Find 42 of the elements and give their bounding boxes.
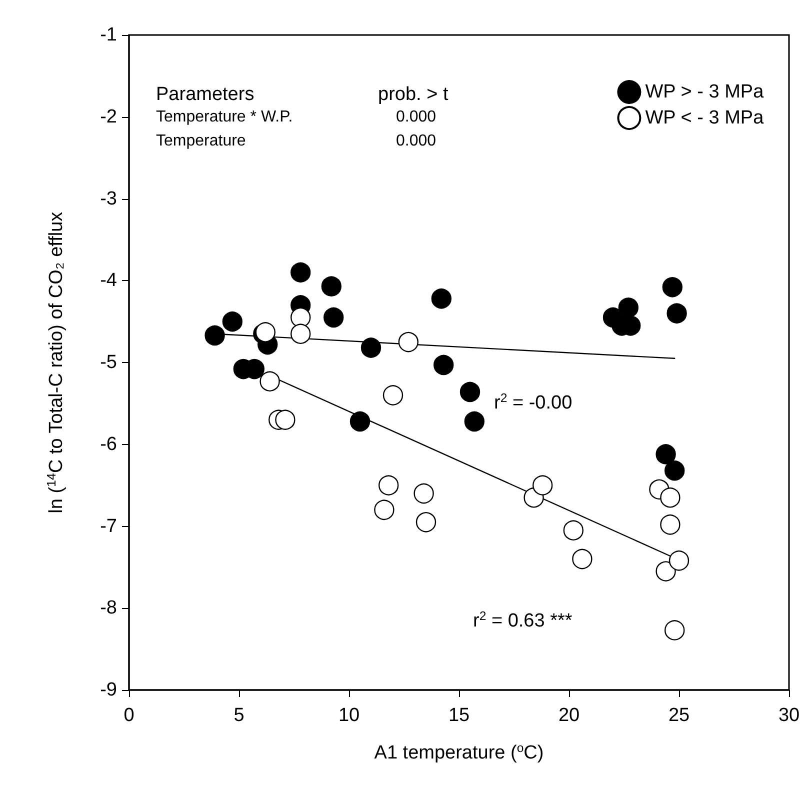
- x-tick-label: 0: [124, 705, 134, 726]
- x-tick-label: 10: [338, 705, 360, 726]
- point: [662, 277, 682, 298]
- point: [350, 411, 370, 432]
- point: [618, 298, 638, 318]
- point: [204, 325, 225, 346]
- y-tick-label: -4: [100, 270, 118, 292]
- x-tick-label: 15: [448, 705, 470, 726]
- x-tick-label: 30: [778, 705, 800, 726]
- x-tick-label: 20: [558, 705, 580, 726]
- y-tick-label: -2: [100, 106, 117, 128]
- point: [434, 354, 454, 376]
- point: [321, 276, 342, 296]
- point: [460, 382, 480, 402]
- point: [656, 444, 676, 464]
- y-axis-title: ln (14C to Total-C ratio) of CO₂ efflux: [44, 211, 67, 514]
- annotation: prob. > t: [378, 84, 449, 105]
- y-tick-label: -3: [100, 188, 117, 210]
- point: [324, 307, 344, 328]
- legend-label: WP < - 3 MPa: [645, 108, 764, 128]
- point: [666, 303, 687, 324]
- point: [431, 288, 452, 309]
- y-tick-label: -5: [100, 352, 117, 373]
- x-tick-label: 25: [668, 705, 690, 726]
- y-tick-label: -9: [100, 680, 117, 700]
- annotation: Temperature * W.P.: [156, 108, 293, 126]
- point: [222, 311, 242, 332]
- y-tick-label: -8: [100, 598, 117, 619]
- point: [275, 410, 296, 430]
- x-tick-label: 5: [234, 705, 244, 726]
- point: [664, 460, 685, 481]
- y-tick-label: -7: [100, 516, 117, 537]
- legend-label: WP > - 3 MPa: [645, 82, 764, 102]
- point: [360, 338, 382, 358]
- point: [290, 262, 311, 283]
- annotation: Parameters: [156, 84, 254, 105]
- annotation: 0.000: [396, 132, 436, 150]
- annotation: Temperature: [156, 132, 246, 150]
- annotation: 0.000: [396, 108, 436, 126]
- y-tick-label: -1: [100, 24, 117, 46]
- point: [464, 411, 484, 432]
- y-tick-label: -6: [100, 434, 117, 455]
